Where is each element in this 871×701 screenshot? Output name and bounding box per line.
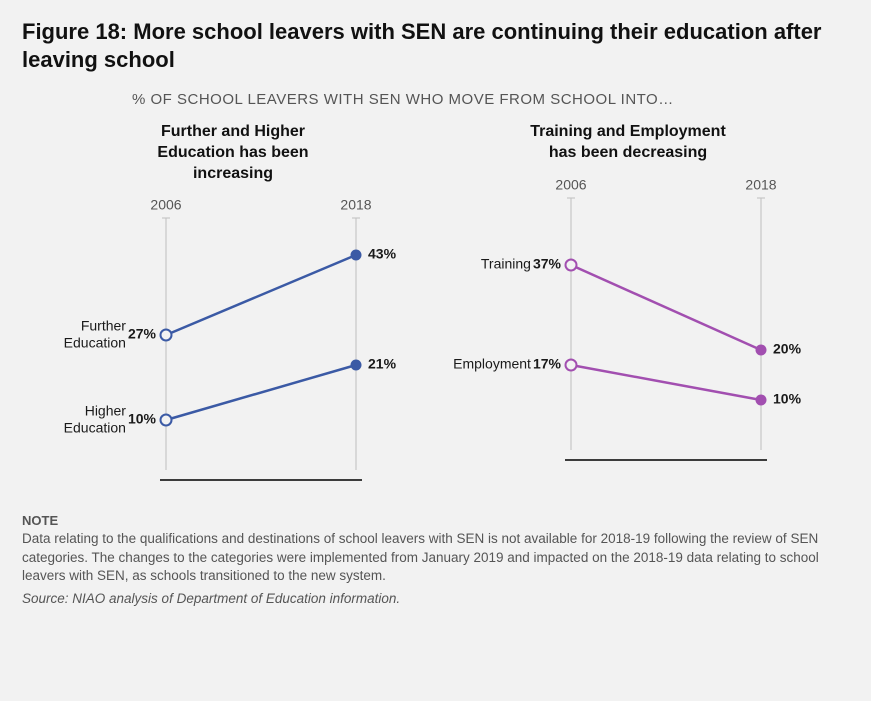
svg-text:Higher: Higher [84,403,126,419]
svg-text:Education: Education [63,335,125,351]
figure-subtitle: % OF SCHOOL LEAVERS WITH SEN WHO MOVE FR… [22,91,849,108]
right-chart-block: Training and Employment has been decreas… [446,122,811,495]
svg-text:21%: 21% [368,356,397,372]
svg-text:2018: 2018 [340,197,371,213]
svg-text:27%: 27% [127,326,156,342]
svg-text:Training: Training [480,255,530,271]
charts-row: Further and Higher Education has been in… [22,122,849,495]
svg-text:2018: 2018 [745,176,776,192]
svg-text:37%: 37% [532,255,561,271]
left-chart-heading: Further and Higher Education has been in… [123,122,343,184]
svg-text:17%: 17% [532,355,561,371]
left-chart-block: Further and Higher Education has been in… [61,122,406,495]
svg-text:10%: 10% [127,411,156,427]
right-chart-heading: Training and Employment has been decreas… [518,122,738,164]
svg-text:10%: 10% [773,390,802,406]
figure-title: Figure 18: More school leavers with SEN … [22,18,849,73]
svg-text:43%: 43% [368,246,397,262]
note-label: NOTE [22,513,849,528]
svg-text:20%: 20% [773,340,802,356]
svg-text:2006: 2006 [150,197,181,213]
svg-text:Education: Education [63,420,125,436]
right-slope-chart: 2006 2018 37%Training 20% 17%Employment 10% [446,172,811,475]
note-body: Data relating to the qualifications and … [22,530,849,585]
svg-text:Employment: Employment [453,355,531,371]
svg-text:Further: Further [80,318,125,334]
svg-text:2006: 2006 [555,176,586,192]
left-slope-chart: 2006201827%FurtherEducation43%10%HigherE… [61,192,406,495]
source-text: Source: NIAO analysis of Department of E… [22,591,849,606]
